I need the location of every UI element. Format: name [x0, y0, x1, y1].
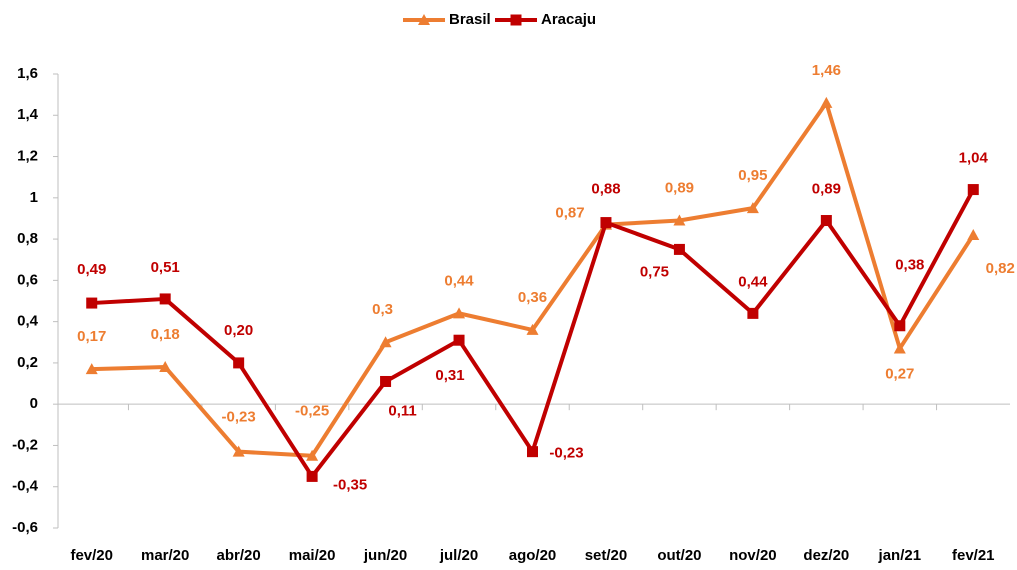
legend-label: Aracaju: [541, 11, 596, 28]
point-marker: [746, 202, 759, 214]
series-line: [91, 100, 975, 458]
point-marker: [159, 361, 172, 373]
data-label: 0,18: [151, 326, 180, 343]
point-marker: [967, 184, 979, 196]
x-tick-label: fev/20: [70, 547, 113, 564]
y-tick-label: 0: [30, 395, 38, 412]
y-tick-label: 0,4: [17, 313, 39, 330]
point-marker: [747, 307, 759, 319]
data-label: 0,36: [518, 289, 547, 306]
x-tick-label: mar/20: [141, 547, 189, 564]
point-marker: [820, 215, 832, 227]
point-marker: [600, 217, 612, 229]
x-tick-label: mai/20: [289, 547, 336, 564]
point-marker: [233, 357, 245, 369]
data-label: 0,27: [885, 365, 914, 382]
data-label: 0,49: [77, 261, 106, 278]
data-label: -0,35: [333, 476, 367, 493]
data-label: 1,04: [959, 150, 989, 167]
x-tick-label: jul/20: [439, 547, 478, 564]
point-marker: [673, 214, 686, 226]
data-label: 1,46: [812, 62, 841, 79]
data-label: 0,95: [738, 167, 767, 184]
data-label: 0,17: [77, 328, 106, 345]
y-tick-label: 0,8: [17, 230, 38, 247]
x-tick-label: set/20: [585, 547, 628, 564]
legend-marker: [510, 14, 522, 26]
point-marker: [380, 375, 392, 387]
point-marker: [86, 297, 98, 309]
data-label: -0,23: [222, 409, 256, 426]
legend-marker: [418, 14, 430, 25]
data-label: 0,89: [665, 179, 694, 196]
data-label: 0,31: [435, 367, 464, 384]
x-tick-label: jun/20: [363, 547, 407, 564]
data-label: 0,82: [986, 260, 1015, 277]
y-tick-label: 1,6: [17, 65, 38, 82]
point-marker: [453, 307, 466, 319]
y-tick-label: -0,2: [12, 436, 38, 453]
x-tick-label: nov/20: [729, 547, 777, 564]
y-tick-label: -0,4: [12, 478, 39, 495]
point-marker: [379, 336, 392, 348]
legend-label: Brasil: [449, 11, 491, 28]
x-tick-label: fev/21: [952, 547, 995, 564]
y-tick-label: 1,2: [17, 148, 38, 165]
point-marker: [673, 243, 685, 255]
y-tick-label: 1,4: [17, 106, 39, 123]
point-marker: [306, 470, 318, 482]
data-label: 0,20: [224, 322, 253, 339]
data-label: -0,23: [549, 445, 583, 462]
data-label: 0,89: [812, 180, 841, 197]
data-label: 0,44: [738, 273, 768, 290]
point-marker: [820, 96, 833, 108]
y-tick-label: 0,6: [17, 271, 38, 288]
point-marker: [893, 342, 906, 354]
point-marker: [232, 445, 245, 457]
y-tick-label: -0,6: [12, 519, 38, 536]
data-label: 0,38: [895, 257, 924, 274]
x-tick-label: jan/21: [878, 547, 922, 564]
point-marker: [894, 320, 906, 332]
data-label: 0,44: [444, 272, 474, 289]
point-marker: [85, 363, 98, 375]
x-tick-label: dez/20: [803, 547, 849, 564]
y-tick-label: 1: [30, 189, 38, 206]
x-tick-label: abr/20: [217, 547, 261, 564]
point-marker: [453, 334, 465, 346]
x-tick-label: out/20: [657, 547, 701, 564]
x-tick-label: ago/20: [509, 547, 557, 564]
data-label: 0,3: [372, 301, 393, 318]
data-label: -0,25: [295, 403, 329, 420]
data-label: 0,51: [151, 259, 180, 276]
point-marker: [967, 228, 980, 240]
data-label: 0,88: [591, 181, 620, 198]
point-marker: [159, 293, 171, 305]
data-label: 0,87: [555, 205, 584, 222]
point-marker: [526, 323, 539, 335]
data-label: 0,75: [640, 263, 669, 280]
data-label: 0,11: [388, 402, 416, 419]
point-marker: [527, 446, 538, 458]
point-marker: [306, 449, 319, 461]
y-tick-label: 0,2: [17, 354, 38, 371]
